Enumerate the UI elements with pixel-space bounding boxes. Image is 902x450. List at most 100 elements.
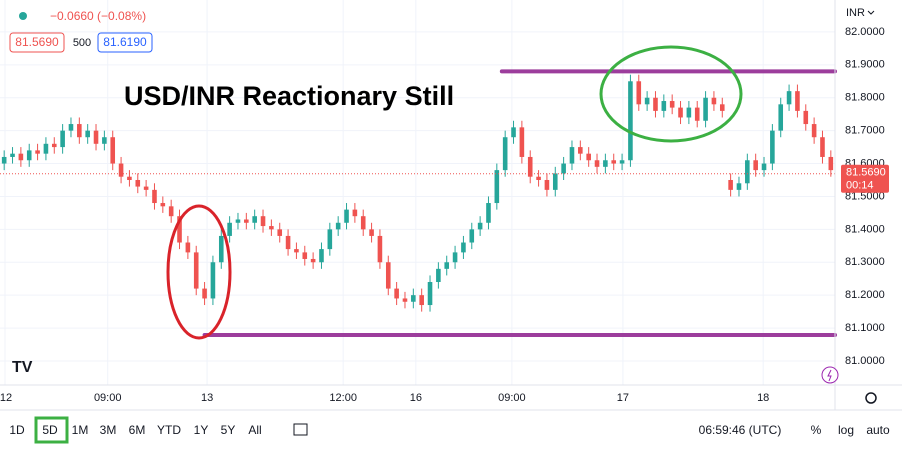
candle-body [419, 295, 424, 306]
candle-body [402, 298, 408, 302]
range-button[interactable]: 5Y [221, 423, 236, 437]
candle-body [160, 203, 166, 207]
date-range-icon[interactable] [293, 423, 308, 436]
range-button[interactable]: YTD [157, 423, 181, 437]
highlight-circle [166, 204, 232, 340]
status-dot [19, 12, 27, 20]
candle-body [260, 216, 266, 227]
candle-body [227, 222, 232, 236]
candle-body [719, 104, 725, 111]
y-tick-label: 82.0000 [845, 26, 885, 38]
candle-body [494, 170, 500, 204]
candle-body [661, 101, 667, 111]
ask[interactable]: 81.6190 [103, 35, 147, 49]
candle-body [436, 268, 441, 283]
candle-body [210, 262, 216, 299]
toolbar: 1D 5D 1M 3M 6M YTD 1Y 5Y All 06:59:46 (UTC)% log au… [9, 423, 890, 437]
ask-box[interactable] [97, 32, 153, 53]
candle-body [461, 242, 466, 253]
candle-body [686, 107, 692, 118]
candle-body [85, 130, 90, 138]
y-tick-label: 81.4000 [845, 223, 885, 235]
x-tick-label: 16 [410, 392, 422, 404]
candle-body [803, 110, 809, 125]
scale-option[interactable]: auto [866, 423, 890, 437]
candle-body [703, 97, 708, 121]
candle-body [694, 107, 700, 121]
candle-body [310, 258, 316, 263]
scale-option[interactable]: % [811, 423, 822, 437]
candle-body [185, 242, 191, 253]
x-tick-label: 13 [201, 392, 213, 404]
candle-body [118, 163, 124, 177]
grid [0, 0, 835, 385]
candle-body [469, 229, 475, 243]
candle-body [653, 97, 658, 111]
bid-box[interactable] [9, 32, 65, 53]
candle-body [644, 97, 650, 105]
logo[interactable]: TV [12, 359, 33, 376]
bid[interactable]: 81.5690 [15, 35, 59, 49]
price-tag [841, 164, 889, 193]
annotation-title: USD/INR Reactionary Still [124, 81, 454, 111]
candle-body [628, 81, 633, 161]
chevron[interactable] [867, 10, 875, 15]
range-button[interactable]: 5D [42, 423, 58, 437]
candle-body [168, 206, 174, 217]
candle-body [385, 262, 391, 289]
candle-body [536, 176, 541, 180]
candle-body [778, 104, 784, 131]
price-tag-countdown: 00:14 [846, 180, 874, 192]
candle-body [444, 262, 450, 269]
candle-body [135, 179, 141, 187]
candle-body [511, 127, 516, 138]
candle-body [427, 282, 433, 306]
candle-body [811, 124, 817, 138]
scale-option[interactable]: log [838, 423, 854, 437]
candle-body [60, 130, 65, 148]
plot [0, 69, 837, 337]
candle-body [619, 160, 625, 164]
range-button[interactable]: 3M [100, 423, 117, 437]
alert-icon[interactable] [821, 366, 839, 384]
y-tick-label: 81.8000 [845, 92, 885, 104]
range-button[interactable]: All [248, 423, 261, 437]
currency[interactable]: INR [846, 7, 865, 19]
candle-body [51, 143, 57, 148]
candle-body [218, 235, 224, 263]
candle-body [611, 160, 617, 164]
candle-body [502, 137, 508, 171]
candle-body [285, 235, 291, 250]
range-button[interactable]: 1M [72, 423, 89, 437]
candle-body [736, 183, 742, 190]
range-button[interactable]: 6M [129, 423, 146, 437]
candle-body [143, 186, 149, 190]
candle-body [352, 209, 358, 217]
candle-body [177, 216, 182, 243]
candle-body [1, 156, 7, 164]
candle-body [202, 288, 207, 299]
candle-body [127, 176, 132, 180]
candle-body [828, 156, 834, 171]
candle-body [335, 222, 341, 230]
candle-body [678, 107, 683, 118]
candle-body [360, 216, 366, 230]
candle-body [102, 137, 107, 144]
range-button[interactable]: 1Y [194, 423, 209, 437]
candle-body [669, 101, 675, 108]
candle-body [477, 222, 483, 230]
candle-body [519, 127, 525, 157]
spread: 500 [73, 37, 91, 49]
candle-body [26, 150, 32, 161]
x-tick-label: 09:00 [498, 392, 526, 404]
candle-body [820, 137, 825, 157]
settings-icon[interactable] [865, 392, 877, 404]
candle-body [452, 252, 458, 263]
range-button[interactable]: 1D [9, 423, 25, 437]
candle-body [578, 147, 583, 154]
candle-body [753, 160, 758, 171]
candle-body [43, 143, 49, 154]
candle-body [235, 219, 241, 223]
x-tick-label: 12:00 [329, 392, 357, 404]
candle-body [394, 288, 399, 299]
